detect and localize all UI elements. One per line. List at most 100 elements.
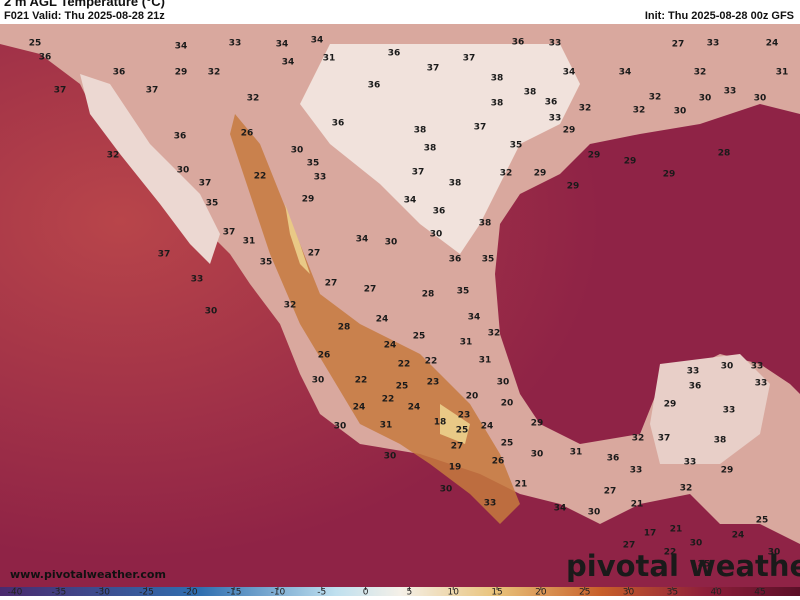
temperature-label: 26	[318, 351, 331, 361]
watermark-url: www.pivotalweather.com	[10, 568, 166, 581]
temperature-label: 33	[751, 362, 764, 372]
temperature-label: 34	[276, 40, 289, 50]
temperature-label: 31	[479, 356, 492, 366]
temperature-label: 25	[501, 439, 514, 449]
temperature-label: 36	[512, 38, 525, 48]
temperature-label: 30	[334, 422, 347, 432]
temperature-label: 37	[463, 54, 476, 64]
colorbar-tick-label: 15	[491, 588, 502, 598]
temperature-label: 27	[672, 40, 685, 50]
temperature-label: 25	[413, 332, 426, 342]
temperature-label: 36	[433, 207, 446, 217]
temperature-label: 29	[567, 182, 580, 192]
temperature-label: 24	[732, 531, 745, 541]
temperature-label: 35	[457, 287, 470, 297]
colorbar-tick-label: -25	[139, 588, 154, 598]
colorbar-tick-label: 40	[710, 588, 722, 598]
colorbar-tick-label: 10	[448, 588, 460, 598]
temperature-label: 33	[630, 466, 643, 476]
temperature-label: 23	[458, 411, 471, 421]
temperature-label: 36	[368, 81, 381, 91]
temperature-label: 29	[531, 419, 544, 429]
temperature-label: 25	[396, 382, 409, 392]
temperature-label: 28	[338, 323, 351, 333]
temperature-label: 37	[223, 228, 236, 238]
temperature-label: 24	[353, 403, 366, 413]
temperature-label: 29	[563, 126, 576, 136]
temperature-label: 33	[229, 39, 242, 49]
temperature-label: 38	[414, 126, 427, 136]
temperature-label: 35	[260, 258, 273, 268]
temperature-label: 30	[177, 166, 190, 176]
temperature-label: 37	[474, 123, 487, 133]
temperature-label: 38	[424, 144, 437, 154]
temperature-label: 24	[408, 403, 421, 413]
temperature-label: 29	[534, 169, 547, 179]
temperature-label: 35	[510, 141, 523, 151]
temperature-label: 27	[451, 442, 464, 452]
colorbar-tick-label: 5	[407, 588, 413, 598]
temperature-label: 37	[199, 179, 212, 189]
temperature-label: 34	[619, 68, 632, 78]
temperature-label: 22	[254, 172, 267, 182]
temperature-label: 38	[491, 99, 504, 109]
title: 2 m AGL Temperature (°C)	[4, 0, 165, 9]
temperature-label: 32	[208, 68, 221, 78]
temperature-label: 30	[531, 450, 544, 460]
temperature-label: 30	[430, 230, 443, 240]
temperature-label: 32	[500, 169, 513, 179]
temperature-label: 31	[460, 338, 473, 348]
temperature-label: 32	[579, 104, 592, 114]
temperature-label: 36	[388, 49, 401, 59]
temperature-label: 34	[356, 235, 369, 245]
temperature-label: 33	[707, 39, 720, 49]
temperature-label: 35	[482, 255, 495, 265]
temperature-label: 25	[756, 516, 769, 526]
temperature-label: 25	[456, 426, 469, 436]
colorbar-tick-label: 45	[754, 588, 765, 598]
temperature-label: 31	[323, 54, 336, 64]
temperature-label: 24	[384, 341, 397, 351]
temperature-label: 24	[481, 422, 494, 432]
temperature-label: 30	[699, 94, 712, 104]
temperature-label: 28	[422, 290, 435, 300]
map: www.pivotalweather.com pivotal weather 2…	[0, 24, 800, 598]
temperature-label: 25	[29, 39, 42, 49]
temperature-label: 33	[684, 458, 697, 468]
temperature-label: 22	[382, 395, 395, 405]
logo: pivotal weather	[566, 549, 800, 583]
temperature-label: 17	[644, 529, 657, 539]
temperature-label: 36	[449, 255, 462, 265]
temperature-label: 32	[247, 94, 260, 104]
temperature-label: 30	[205, 307, 218, 317]
temperature-label: 30	[384, 452, 397, 462]
colorbar	[0, 587, 800, 596]
colorbar-tick-label: -30	[95, 588, 110, 598]
temperature-label: 38	[449, 179, 462, 189]
temperature-label: 33	[484, 499, 497, 509]
temperature-label: 19	[449, 463, 462, 473]
temperature-label: 36	[607, 454, 620, 464]
temperature-label: 27	[308, 249, 321, 259]
temperature-label: 18	[434, 418, 447, 428]
colorbar-tick-label: -10	[271, 588, 286, 598]
colorbar-tick-label: -15	[227, 588, 242, 598]
temperature-label: 37	[54, 86, 67, 96]
warm-plains	[300, 44, 580, 254]
temperature-label: 30	[497, 378, 510, 388]
temperature-label: 21	[631, 500, 644, 510]
temperature-label: 33	[687, 367, 700, 377]
temperature-label: 27	[623, 541, 636, 551]
temperature-label: 30	[291, 146, 304, 156]
temperature-label: 22	[355, 376, 368, 386]
temperature-label: 34	[175, 42, 188, 52]
temperature-label: 36	[113, 68, 126, 78]
colorbar-tick-label: -35	[51, 588, 66, 598]
temperature-label: 22	[398, 360, 411, 370]
temperature-label: 32	[633, 106, 646, 116]
temperature-label: 30	[721, 362, 734, 372]
temperature-label: 32	[680, 484, 693, 494]
colorbar-tick-label: 35	[667, 588, 678, 598]
temperature-label: 32	[284, 301, 297, 311]
temperature-label: 32	[488, 329, 501, 339]
